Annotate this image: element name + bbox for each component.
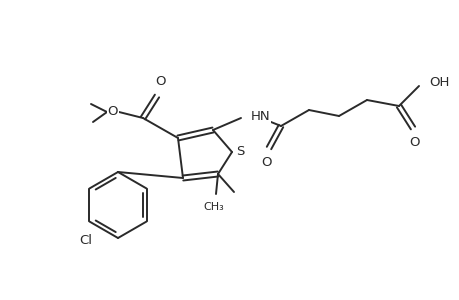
Text: OH: OH: [428, 76, 448, 88]
Text: O: O: [261, 156, 272, 169]
Text: S: S: [235, 145, 244, 158]
Text: CH₃: CH₃: [203, 202, 224, 212]
Text: O: O: [107, 104, 118, 118]
Text: O: O: [409, 136, 420, 149]
Text: Cl: Cl: [79, 233, 92, 247]
Text: O: O: [156, 75, 166, 88]
Text: HN: HN: [251, 110, 270, 122]
